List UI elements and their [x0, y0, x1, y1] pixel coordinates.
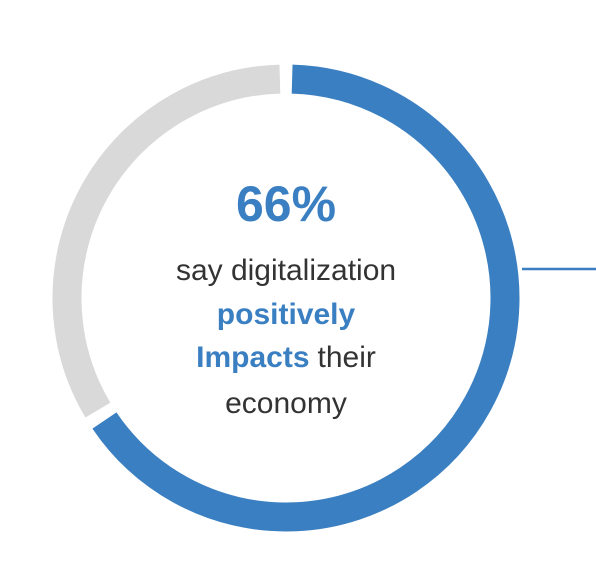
caption-line: economy	[225, 387, 347, 420]
caption-line: say digitalization	[176, 254, 396, 287]
caption-text: their	[318, 341, 376, 374]
caption-text: say digitalization	[176, 254, 396, 287]
caption-text: positively	[217, 298, 356, 331]
donut-segment	[92, 64, 520, 532]
caption-text: economy	[225, 387, 347, 420]
caption-text: Impacts	[196, 341, 309, 374]
donut-segment	[52, 64, 281, 418]
value-label: 66%	[236, 176, 336, 232]
caption-line: Impacts their	[196, 341, 376, 374]
caption-line: positively	[217, 298, 356, 331]
